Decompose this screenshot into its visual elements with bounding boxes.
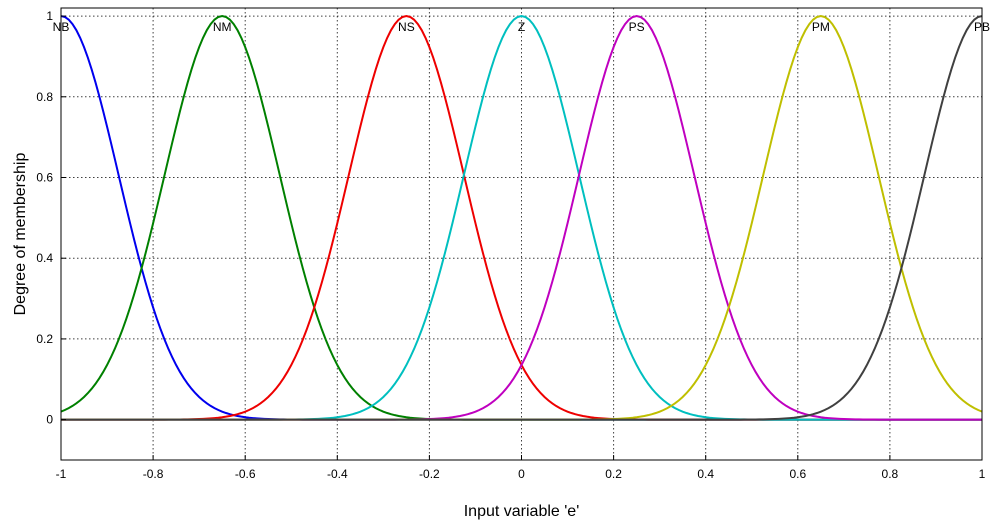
mf-label-z: Z xyxy=(518,20,525,34)
y-tick-label: 0.8 xyxy=(36,90,53,104)
x-tick-label: -1 xyxy=(56,467,67,481)
y-tick-label: 1 xyxy=(46,9,53,23)
tick-layer: -1 -0.8 -0.6 -0.4 -0.2 0 0.2 0.4 0.6 0.8 1 0 0.2 0.4 0… xyxy=(36,9,985,481)
x-tick-label: 0.8 xyxy=(882,467,899,481)
x-tick-label: 1 xyxy=(979,467,986,481)
mf-label-pm: PM xyxy=(812,20,830,34)
x-tick-label: 0 xyxy=(518,467,525,481)
mf-label-nm: NM xyxy=(213,20,232,34)
x-tick-label: -0.4 xyxy=(327,467,348,481)
series-line-pb xyxy=(61,15,983,421)
x-tick-label: -0.2 xyxy=(419,467,440,481)
y-tick-label: 0 xyxy=(46,413,53,427)
x-tick-label: -0.8 xyxy=(143,467,164,481)
y-tick-label: 0.6 xyxy=(36,171,53,185)
y-tick-label: 0.4 xyxy=(36,251,53,265)
mf-label-ns: NS xyxy=(398,20,415,34)
mf-label-layer: NB NM NS Z PS PM PB xyxy=(53,20,990,34)
x-tick-label: -0.6 xyxy=(235,467,256,481)
grid-layer xyxy=(60,8,983,460)
y-tick-label: 0.2 xyxy=(36,332,53,346)
mf-label-ps: PS xyxy=(629,20,645,34)
x-tick-label: 0.6 xyxy=(789,467,806,481)
x-tick-label: 0.4 xyxy=(697,467,714,481)
y-axis-label: Degree of membership xyxy=(12,153,29,316)
mf-label-nb: NB xyxy=(53,20,70,34)
curve-layer xyxy=(60,15,983,421)
x-tick-label: 0.2 xyxy=(605,467,622,481)
mf-label-pb: PB xyxy=(974,20,990,34)
x-axis-label: Input variable 'e' xyxy=(464,503,580,520)
